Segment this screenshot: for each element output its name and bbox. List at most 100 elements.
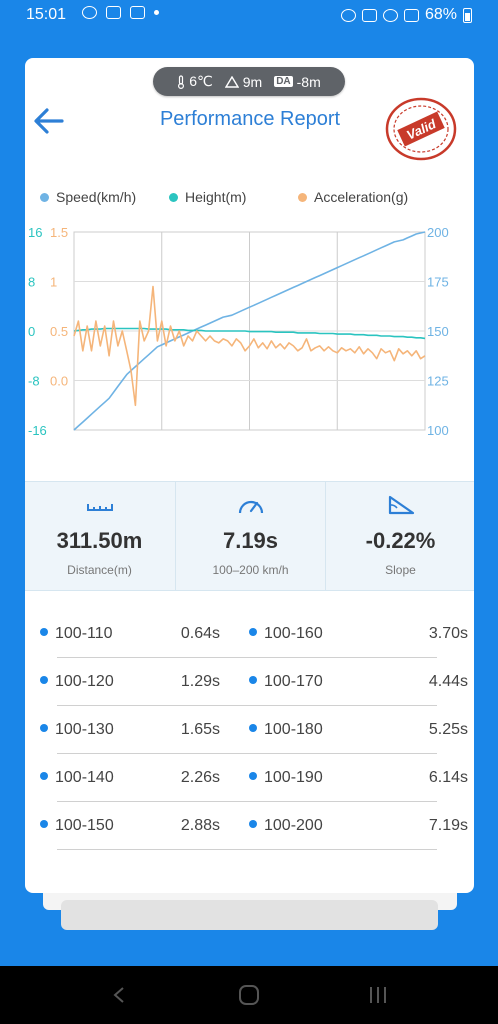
split-range: 100-160 (264, 625, 323, 642)
bullet-icon (40, 628, 48, 636)
battery-percent: 68% (424, 6, 457, 23)
stat-elapsed-time: 7.19s 100–200 km/h (176, 482, 325, 590)
divider (175, 482, 176, 590)
nav-back-icon[interactable] (112, 986, 126, 1004)
split-time: 1.65s (180, 721, 220, 738)
speed-tick-label: 100 (427, 423, 449, 438)
nav-home-icon[interactable] (238, 985, 260, 1005)
alarm-icon (340, 8, 356, 22)
bullet-icon (249, 676, 257, 684)
bullet-icon (249, 628, 257, 636)
distance-label: Distance(m) (67, 563, 132, 577)
performance-chart[interactable]: 16 8 0 -8 -16 1.5 1 0.5 0.0 200 175 150 125 100 (25, 220, 474, 445)
split-item: 100-120 1.29s (40, 658, 220, 706)
height-tick-label: 16 (28, 225, 42, 240)
speed-tick-label: 125 (427, 374, 449, 389)
acceleration-tick-label: 1 (50, 275, 57, 290)
row-divider (57, 849, 437, 850)
split-range: 100-110 (55, 625, 113, 642)
legend-label: Speed(km/h) (56, 189, 137, 205)
split-item: 100-160 3.70s (249, 610, 468, 658)
thermometer-icon (178, 74, 185, 89)
split-item: 100-200 7.19s (249, 802, 468, 850)
bullet-icon (249, 772, 257, 780)
bullet-icon (40, 772, 48, 780)
elapsed-time-value: 7.19s (222, 528, 279, 553)
split-range: 100-130 (55, 721, 114, 738)
acceleration-tick-label: 0.0 (50, 374, 68, 389)
split-time: 2.26s (180, 769, 220, 786)
stat-slope: -0.22% Slope (326, 482, 475, 590)
slope-icon (388, 495, 414, 515)
height-tick-label: 8 (28, 275, 35, 290)
speed-tick-label: 200 (427, 225, 449, 240)
density-altitude: -8m (296, 73, 321, 90)
bullet-icon (249, 724, 257, 732)
nav-recents-icon[interactable] (368, 986, 388, 1004)
temperature: 6℃ (189, 73, 213, 89)
notification-icons (82, 6, 159, 19)
legend-swatch (298, 192, 307, 202)
row-divider (57, 705, 437, 706)
bullet-icon (40, 724, 48, 732)
height-tick-label: -8 (28, 374, 40, 389)
split-range: 100-180 (264, 721, 323, 738)
news-icon (106, 6, 121, 19)
location-icon (382, 8, 398, 22)
battery-icon (463, 7, 472, 23)
split-time: 0.64s (180, 625, 220, 642)
more-notifications-icon (154, 10, 159, 15)
elapsed-time-label: 100–200 km/h (212, 563, 289, 577)
split-range: 100-200 (264, 817, 323, 834)
mountain-icon (224, 75, 239, 88)
split-item: 100-170 4.44s (249, 658, 468, 706)
split-time: 4.44s (428, 673, 468, 690)
altitude: 9m (242, 73, 263, 90)
legend-speed[interactable]: Speed(km/h) (40, 189, 136, 205)
bullet-icon (249, 820, 257, 828)
legend-label: Acceleration(g) (314, 189, 409, 205)
distance-value: 311.50m (56, 528, 143, 553)
split-range: 100-190 (264, 769, 323, 786)
page-title: Performance Report (159, 108, 341, 130)
legend-acceleration[interactable]: Acceleration(g) (298, 189, 408, 205)
back-arrow-icon[interactable] (32, 106, 66, 136)
split-time: 7.19s (428, 817, 468, 834)
split-time: 5.25s (428, 721, 468, 738)
split-range: 100-120 (55, 673, 114, 690)
system-icons: 68% (340, 6, 472, 24)
legend-label: Height(m) (185, 189, 247, 205)
ruler-icon (86, 504, 113, 511)
height-tick-label: 0 (28, 324, 35, 339)
status-time: 15:01 (26, 6, 67, 23)
row-divider (57, 801, 437, 802)
split-item: 100-110 0.64s (40, 610, 220, 658)
split-time: 6.14s (428, 769, 468, 786)
bullet-icon (40, 676, 48, 684)
row-divider (57, 753, 437, 754)
slope-label: Slope (385, 563, 416, 577)
stats-panel: 311.50m Distance(m) 7.19s 100–200 km/h -… (25, 481, 474, 591)
series-line-accel (73, 285, 426, 407)
gallery-icon (130, 6, 145, 19)
slope-value: -0.22% (365, 528, 436, 553)
stat-distance: 311.50m Distance(m) (25, 482, 174, 590)
legend-height[interactable]: Height(m) (169, 189, 246, 205)
acceleration-tick-label: 1.5 (50, 225, 68, 240)
row-divider (57, 657, 437, 658)
split-range: 100-150 (55, 817, 114, 834)
split-item: 100-180 5.25s (249, 706, 468, 754)
split-time: 1.29s (180, 673, 220, 690)
system-nav-bar (0, 966, 498, 1024)
acceleration-tick-label: 0.5 (50, 324, 68, 339)
split-time: 3.70s (428, 625, 468, 642)
signal-icon (403, 8, 419, 22)
split-time: 2.88s (180, 817, 220, 834)
valid-stamp-icon: Valid (385, 97, 457, 161)
status-bar: 15:01 68% (0, 0, 498, 31)
legend-swatch (40, 192, 49, 202)
divider (325, 482, 326, 590)
speed-tick-label: 150 (427, 324, 449, 339)
bullet-icon (40, 820, 48, 828)
series-line-speed (73, 231, 426, 431)
